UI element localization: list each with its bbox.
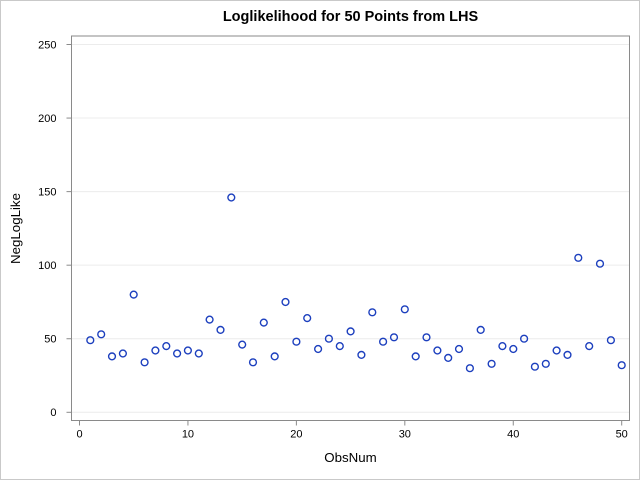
x-axis-title: ObsNum — [324, 450, 377, 465]
data-point — [335, 342, 344, 351]
data-point — [617, 361, 626, 370]
data-point — [552, 346, 561, 355]
data-point — [606, 336, 616, 345]
data-point — [368, 308, 377, 317]
data-point — [107, 352, 117, 361]
chart-title: Loglikelihood for 50 Points from LHS — [222, 9, 479, 25]
data-point — [281, 297, 290, 307]
x-tick-label: 20 — [290, 429, 302, 441]
data-point — [541, 359, 550, 368]
data-point — [183, 346, 193, 355]
data-point — [314, 344, 323, 354]
data-point — [379, 337, 388, 346]
x-tick-label: 0 — [76, 429, 82, 441]
data-point — [324, 334, 334, 343]
data-point — [487, 359, 496, 368]
data-point — [433, 346, 442, 355]
data-point — [563, 350, 572, 360]
y-tick-label: 100 — [38, 260, 56, 272]
data-point — [162, 342, 171, 351]
y-tick-label: 150 — [38, 186, 56, 198]
data-point — [498, 342, 507, 351]
plot-frame — [71, 35, 630, 421]
y-axis-title-container: NegLogLike — [1, 36, 29, 420]
data-point — [205, 315, 214, 324]
data-point — [357, 350, 366, 360]
data-point — [303, 314, 312, 323]
data-point — [444, 353, 453, 363]
data-point — [422, 333, 431, 342]
data-point — [454, 344, 464, 354]
y-tick-label: 250 — [38, 39, 56, 51]
data-point — [238, 340, 247, 349]
data-point — [476, 325, 485, 335]
data-point — [227, 193, 236, 202]
x-tick-label: 40 — [507, 429, 519, 441]
data-point — [129, 290, 138, 299]
data-point — [411, 352, 420, 361]
data-point — [248, 358, 258, 367]
data-point — [140, 358, 149, 367]
data-point — [270, 352, 279, 361]
data-point — [400, 305, 409, 314]
data-point — [216, 325, 225, 335]
data-point — [519, 334, 529, 343]
y-tick-label: 200 — [38, 113, 56, 125]
data-point — [574, 253, 583, 262]
data-point — [86, 336, 95, 345]
data-point — [585, 342, 594, 351]
x-tick-label: 30 — [399, 429, 411, 441]
y-axis-title: NegLogLike — [7, 192, 23, 264]
data-point — [151, 346, 160, 355]
data-point — [118, 349, 128, 358]
data-point — [595, 259, 605, 268]
data-point — [346, 327, 355, 336]
data-point — [530, 362, 540, 371]
x-tick-label: 50 — [616, 429, 628, 441]
data-point — [259, 318, 268, 327]
data-point — [389, 333, 399, 342]
data-point — [292, 337, 301, 346]
x-tick-label: 10 — [182, 429, 194, 441]
data-point — [465, 364, 475, 373]
data-point — [194, 349, 203, 358]
data-point — [97, 330, 106, 339]
data-point — [509, 344, 518, 354]
y-tick-label: 50 — [44, 334, 56, 346]
y-tick-label: 0 — [50, 407, 56, 419]
data-point — [173, 349, 182, 358]
